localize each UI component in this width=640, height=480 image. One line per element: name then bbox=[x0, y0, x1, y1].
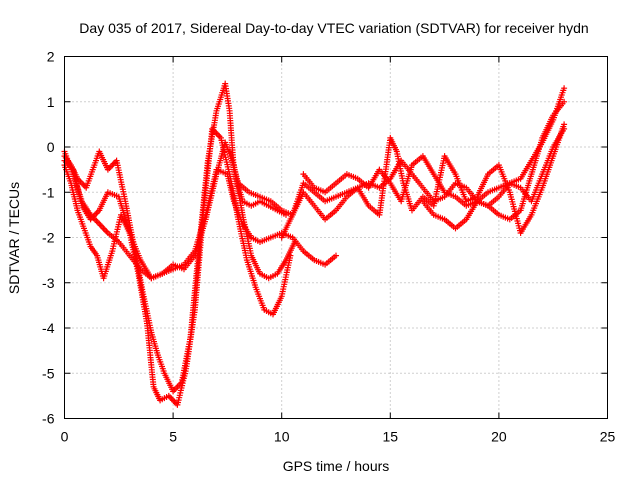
data-point-marks bbox=[61, 80, 289, 395]
grid-lines bbox=[64, 56, 608, 419]
x-axis-label: GPS time / hours bbox=[283, 458, 390, 474]
series-trace-6 bbox=[278, 121, 568, 241]
x-tick-label: 10 bbox=[274, 429, 290, 445]
series-trace-8 bbox=[419, 125, 568, 232]
y-tick-label: -5 bbox=[42, 365, 55, 381]
y-axis-label: SDTVAR / TECUs bbox=[6, 182, 22, 294]
data-point-marks bbox=[226, 98, 568, 223]
y-tick-label: -4 bbox=[42, 320, 55, 336]
series-trace-5 bbox=[226, 98, 568, 223]
data-point-marks bbox=[300, 85, 568, 209]
plot-frame bbox=[64, 56, 608, 419]
x-tick-label: 25 bbox=[600, 429, 616, 445]
y-tick-label: -6 bbox=[42, 411, 55, 427]
x-tick-label: 5 bbox=[169, 429, 177, 445]
x-tick-label: 20 bbox=[491, 429, 507, 445]
y-tick-label: 1 bbox=[47, 94, 55, 110]
x-tick-label: 0 bbox=[61, 429, 69, 445]
y-tick-label: -1 bbox=[42, 184, 55, 200]
axes: 0 5 10 15 20 25 -6 -5 -4 -3 -2 -1 0 1 2 bbox=[42, 49, 615, 445]
y-tick-label: -3 bbox=[42, 275, 55, 291]
y-tick-label: 0 bbox=[47, 139, 55, 155]
y-tick-label: -2 bbox=[42, 230, 55, 246]
series-trace-7 bbox=[300, 85, 568, 209]
data-points bbox=[61, 80, 568, 408]
chart-title: Day 035 of 2017, Sidereal Day-to-day VTE… bbox=[79, 20, 588, 36]
x-tick-label: 15 bbox=[383, 429, 399, 445]
y-tick-label: 2 bbox=[47, 49, 55, 65]
data-point-marks bbox=[278, 121, 568, 241]
data-point-marks bbox=[419, 125, 568, 232]
series-trace-1 bbox=[61, 80, 289, 395]
